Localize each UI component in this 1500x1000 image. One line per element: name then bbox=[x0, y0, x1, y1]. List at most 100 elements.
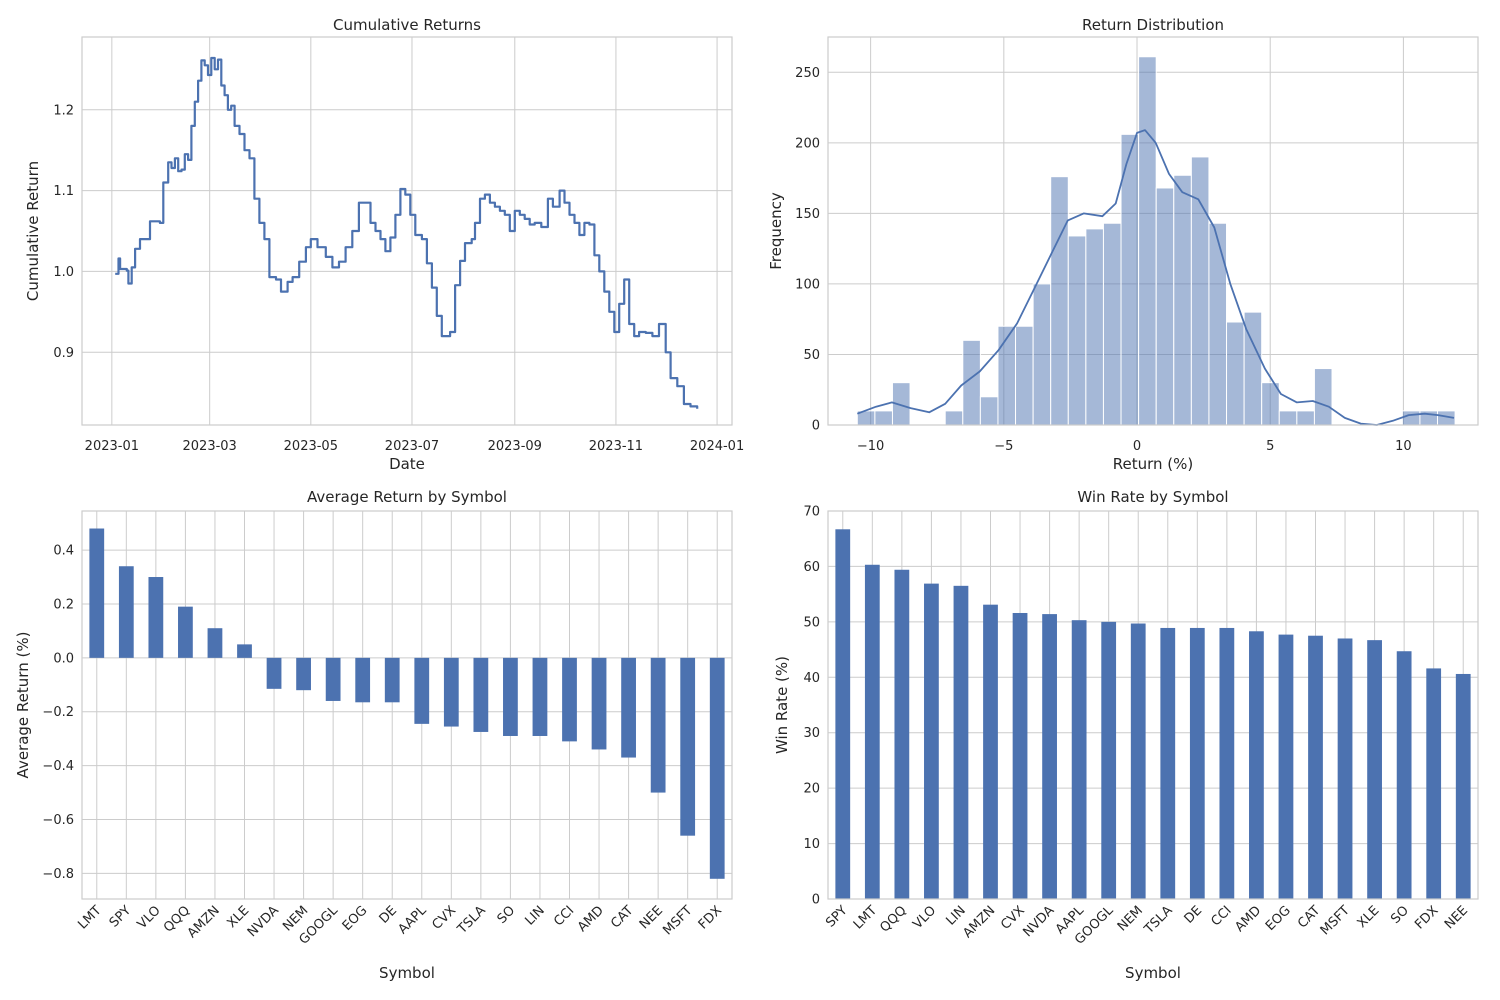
bar bbox=[443, 657, 459, 727]
y-tick-label: 10 bbox=[803, 837, 820, 852]
y-tick-label: 0.0 bbox=[53, 651, 74, 666]
bar bbox=[1367, 640, 1382, 899]
cumulative-returns-marks bbox=[115, 56, 699, 409]
histogram-bin bbox=[1138, 56, 1157, 426]
bar bbox=[953, 585, 969, 899]
x-tick-label: VLO bbox=[910, 903, 939, 932]
y-tick-label: 200 bbox=[795, 136, 820, 151]
x-tick-label: AAPL bbox=[395, 903, 430, 938]
bar bbox=[118, 566, 134, 658]
x-tick-label: LIN bbox=[522, 903, 547, 928]
bar bbox=[237, 644, 252, 658]
x-tick-label: 0 bbox=[1133, 439, 1141, 454]
x-tick-label: AMD bbox=[575, 903, 607, 935]
bar bbox=[1337, 638, 1353, 899]
x-tick-label: 2024-01 bbox=[690, 439, 744, 454]
cumulative-returns-y-label: Cumulative Return bbox=[24, 161, 42, 301]
cumulative-returns-y-ticks: 0.9 1.0 1.1 1.2 bbox=[53, 103, 74, 361]
x-tick-label: AMZN bbox=[185, 903, 223, 941]
y-tick-label: −0.2 bbox=[42, 705, 74, 720]
histogram-bin bbox=[1261, 382, 1280, 426]
x-tick-label: 10 bbox=[1395, 439, 1412, 454]
histogram-bin bbox=[1208, 222, 1228, 426]
return-distribution-y-ticks: 0 50 100 150 200 250 bbox=[795, 66, 820, 434]
histogram-bin bbox=[1226, 321, 1245, 426]
bar bbox=[1130, 623, 1146, 899]
kde-curve bbox=[856, 129, 1455, 426]
y-tick-label: 250 bbox=[795, 66, 820, 81]
average-return-y-label: Average Return (%) bbox=[14, 632, 32, 779]
bar bbox=[532, 657, 548, 736]
x-tick-label: EOG bbox=[1263, 903, 1294, 934]
x-tick-label: SO bbox=[495, 903, 519, 927]
return-distribution-y-label: Frequency bbox=[767, 192, 785, 270]
histogram-bin bbox=[1067, 235, 1087, 426]
average-return-panel: Average Return by Symbol LMT SPY VLOQQQAMZ… bbox=[14, 488, 733, 982]
bar bbox=[384, 657, 400, 703]
return-distribution-x-ticks: −10 −5 0 5 10 bbox=[857, 439, 1412, 454]
average-return-frame bbox=[81, 510, 733, 900]
x-tick-label: NVDA bbox=[1020, 903, 1057, 940]
x-tick-label: 2023-03 bbox=[183, 439, 237, 454]
x-tick-label: CCI bbox=[551, 903, 577, 929]
bar bbox=[1101, 621, 1117, 899]
x-tick-label: AMZN bbox=[960, 903, 998, 941]
x-tick-label: SPY bbox=[823, 903, 850, 930]
x-tick-label: CCI bbox=[1209, 903, 1235, 929]
y-tick-label: 0.4 bbox=[53, 544, 74, 559]
y-tick-label: 1.2 bbox=[53, 103, 74, 118]
histogram-bin bbox=[1050, 176, 1069, 426]
histogram-bin bbox=[1102, 222, 1122, 426]
x-tick-label: MSFT bbox=[660, 903, 695, 938]
bar bbox=[1071, 620, 1087, 899]
cumulative-returns-panel: Cumulative Returns 2023-01 2023-03 2023-05… bbox=[24, 16, 744, 473]
x-tick-label: FDX bbox=[1412, 903, 1441, 932]
y-tick-label: 70 bbox=[803, 505, 820, 520]
return-distribution-frame bbox=[827, 36, 1479, 426]
y-tick-label: 60 bbox=[803, 560, 820, 575]
x-tick-label: LMT bbox=[75, 903, 104, 932]
x-tick-label: MSFT bbox=[1318, 903, 1353, 938]
y-tick-label: 100 bbox=[795, 277, 820, 292]
x-tick-label: DE bbox=[377, 903, 401, 927]
y-tick-label: 50 bbox=[803, 348, 820, 363]
x-tick-label: XLE bbox=[1355, 903, 1383, 931]
y-tick-label: 1.1 bbox=[53, 184, 74, 199]
cumulative-returns-x-ticks: 2023-01 2023-03 2023-05 2023-07 2023-09 2023-… bbox=[85, 439, 745, 454]
x-tick-label: LMT bbox=[851, 903, 880, 932]
histogram-bin bbox=[997, 325, 1017, 426]
bar bbox=[894, 569, 910, 899]
bar bbox=[1042, 614, 1057, 899]
bar bbox=[1308, 635, 1323, 899]
bar bbox=[650, 657, 666, 793]
return-distribution-x-label: Return (%) bbox=[1113, 455, 1194, 473]
histogram-bin bbox=[1032, 283, 1052, 426]
y-tick-label: 40 bbox=[803, 671, 820, 686]
bar bbox=[621, 657, 636, 758]
x-tick-label: DE bbox=[1182, 903, 1206, 927]
bar bbox=[1249, 631, 1264, 899]
cumulative-returns-grid bbox=[82, 37, 732, 425]
y-tick-label: 150 bbox=[795, 207, 820, 222]
bar bbox=[148, 577, 164, 658]
bar bbox=[1012, 612, 1028, 899]
bar bbox=[207, 628, 223, 658]
x-tick-label: −10 bbox=[857, 439, 884, 454]
bar bbox=[1189, 627, 1205, 899]
bar bbox=[1219, 627, 1235, 899]
bar bbox=[924, 583, 939, 899]
x-tick-label: EOG bbox=[340, 903, 371, 934]
bar bbox=[562, 657, 577, 742]
bar bbox=[709, 657, 725, 879]
bar bbox=[1426, 668, 1442, 899]
histogram-bin bbox=[1173, 174, 1192, 426]
histogram-bin bbox=[1401, 410, 1421, 426]
bar bbox=[680, 657, 696, 836]
y-tick-label: 0 bbox=[812, 419, 820, 434]
win-rate-y-label: Win Rate (%) bbox=[773, 656, 791, 754]
win-rate-frame bbox=[827, 510, 1479, 900]
cumulative-returns-frame bbox=[81, 36, 733, 426]
return-distribution-panel: Return Distribution −10 −5 0 5 10 0 50 100 150 2… bbox=[767, 16, 1479, 473]
